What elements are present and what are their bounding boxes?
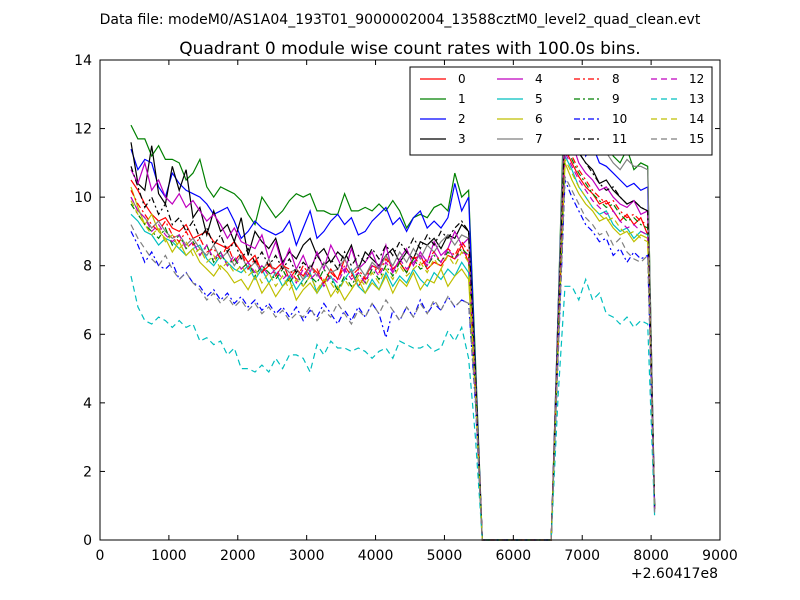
series-13-line xyxy=(130,275,656,541)
y-tick-label: 6 xyxy=(83,327,92,343)
y-tick-label: 8 xyxy=(83,259,92,275)
legend-label-14: 14 xyxy=(689,112,704,126)
x-tick-label: 6000 xyxy=(496,548,532,564)
legend-label-4: 4 xyxy=(535,72,543,86)
y-tick-label: 4 xyxy=(83,396,92,412)
y-tick-label: 12 xyxy=(74,122,92,138)
axis-layer: 0 1000 2000 3000 4000 5000 6000 7000 8000 9000 0 2 4… xyxy=(74,53,738,564)
legend-label-15: 15 xyxy=(689,132,704,146)
series-10-line xyxy=(130,179,656,541)
y-tick-label: 0 xyxy=(83,533,92,549)
legend-label-9: 9 xyxy=(612,92,620,106)
legend-label-7: 7 xyxy=(535,132,543,146)
legend-label-2: 2 xyxy=(458,112,466,126)
x-tick-label: 5000 xyxy=(427,548,463,564)
legend-label-12: 12 xyxy=(689,72,704,86)
figure-suptitle: Data file: modeM0/AS1A04_193T01_90000020… xyxy=(100,12,701,28)
y-tick-label: 14 xyxy=(74,53,92,69)
legend-label-13: 13 xyxy=(689,92,704,106)
y-tick-label: 10 xyxy=(74,190,92,206)
legend-label-6: 6 xyxy=(535,112,543,126)
x-tick-label: 7000 xyxy=(564,548,600,564)
legend-label-0: 0 xyxy=(458,72,466,86)
x-tick-label: 2000 xyxy=(220,548,256,564)
x-offset-label: +2.60417e8 xyxy=(631,566,718,582)
series-9-line xyxy=(130,145,656,541)
x-tick-label: 8000 xyxy=(633,548,669,564)
x-tick-label: 9000 xyxy=(702,548,738,564)
legend-label-1: 1 xyxy=(458,92,466,106)
legend-label-8: 8 xyxy=(612,72,620,86)
x-tick-label: 4000 xyxy=(358,548,394,564)
series-12-line xyxy=(130,152,656,541)
series-14-line xyxy=(130,159,656,541)
chart-title: Quadrant 0 module wise count rates with … xyxy=(179,39,640,59)
series-15-line xyxy=(130,176,656,541)
legend-label-3: 3 xyxy=(458,132,466,146)
legend-label-10: 10 xyxy=(612,112,627,126)
x-tick-label: 3000 xyxy=(289,548,325,564)
x-tick-label: 1000 xyxy=(151,548,187,564)
legend-box xyxy=(409,66,713,156)
x-tick-label: 0 xyxy=(96,548,105,564)
series-6-line xyxy=(130,162,656,541)
legend-label-5: 5 xyxy=(535,92,543,106)
plot-frame xyxy=(99,59,721,541)
legend-label-11: 11 xyxy=(612,132,627,146)
y-tick-label: 2 xyxy=(83,464,92,480)
